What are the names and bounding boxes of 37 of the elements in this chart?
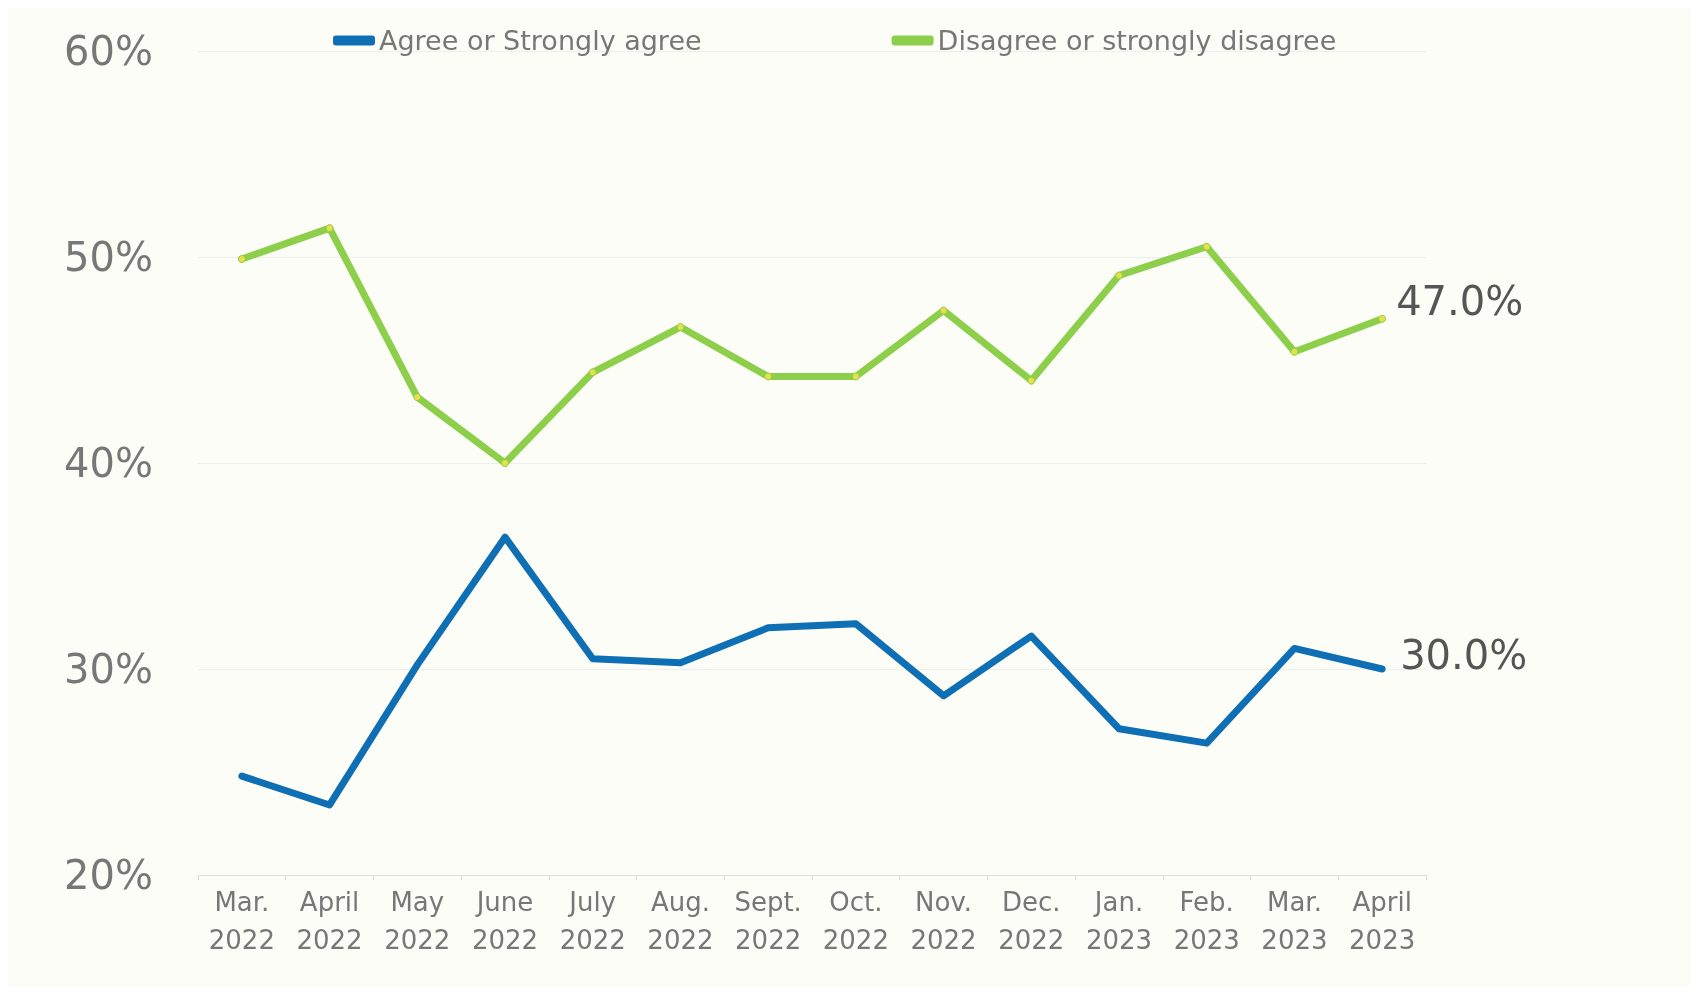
point: [237, 255, 246, 264]
x-tick-label: June 2022: [471, 887, 539, 955]
data-label: 30.0%: [1400, 632, 1528, 678]
y-tick-label: 30%: [64, 646, 153, 692]
x-tick-label: Jan. 2023: [1085, 887, 1153, 955]
x-tick-label: Nov. 2022: [910, 887, 977, 955]
legend-label: Agree or Strongly agree: [379, 25, 702, 56]
point: [325, 224, 334, 233]
point: [588, 368, 597, 377]
point: [939, 306, 948, 315]
point: [1202, 242, 1211, 251]
point: [1378, 314, 1387, 323]
point: [501, 459, 509, 467]
x-tick-label: Oct. 2022: [822, 887, 889, 955]
x-tick-label: May 2022: [384, 887, 451, 955]
x-tick-label: Mar. 2023: [1261, 887, 1328, 955]
y-tick-label: 20%: [64, 852, 153, 898]
x-tick-label: April 2023: [1349, 887, 1416, 955]
point: [1115, 271, 1123, 280]
x-tick-label: Feb. 2023: [1173, 887, 1240, 955]
point: [676, 323, 685, 332]
y-tick-label: 40%: [64, 440, 153, 486]
y-tick-label: 50%: [64, 234, 153, 280]
point: [1290, 347, 1299, 356]
x-tick-label: April 2022: [296, 887, 363, 955]
point: [1027, 376, 1036, 385]
legend-label: Disagree or strongly disagree: [937, 25, 1337, 56]
x-tick-label: Aug. 2022: [647, 887, 714, 955]
point: [764, 372, 773, 381]
point: [851, 372, 860, 381]
data-label: 47.0%: [1396, 277, 1524, 324]
x-tick-label: Sept. 2022: [734, 887, 802, 955]
x-tick-label: July 2022: [559, 887, 626, 955]
y-tick-label: 60%: [64, 28, 153, 74]
x-tick-label: Mar. 2022: [208, 887, 275, 955]
x-tick-label: Dec. 2022: [998, 887, 1065, 955]
point: [413, 393, 422, 402]
